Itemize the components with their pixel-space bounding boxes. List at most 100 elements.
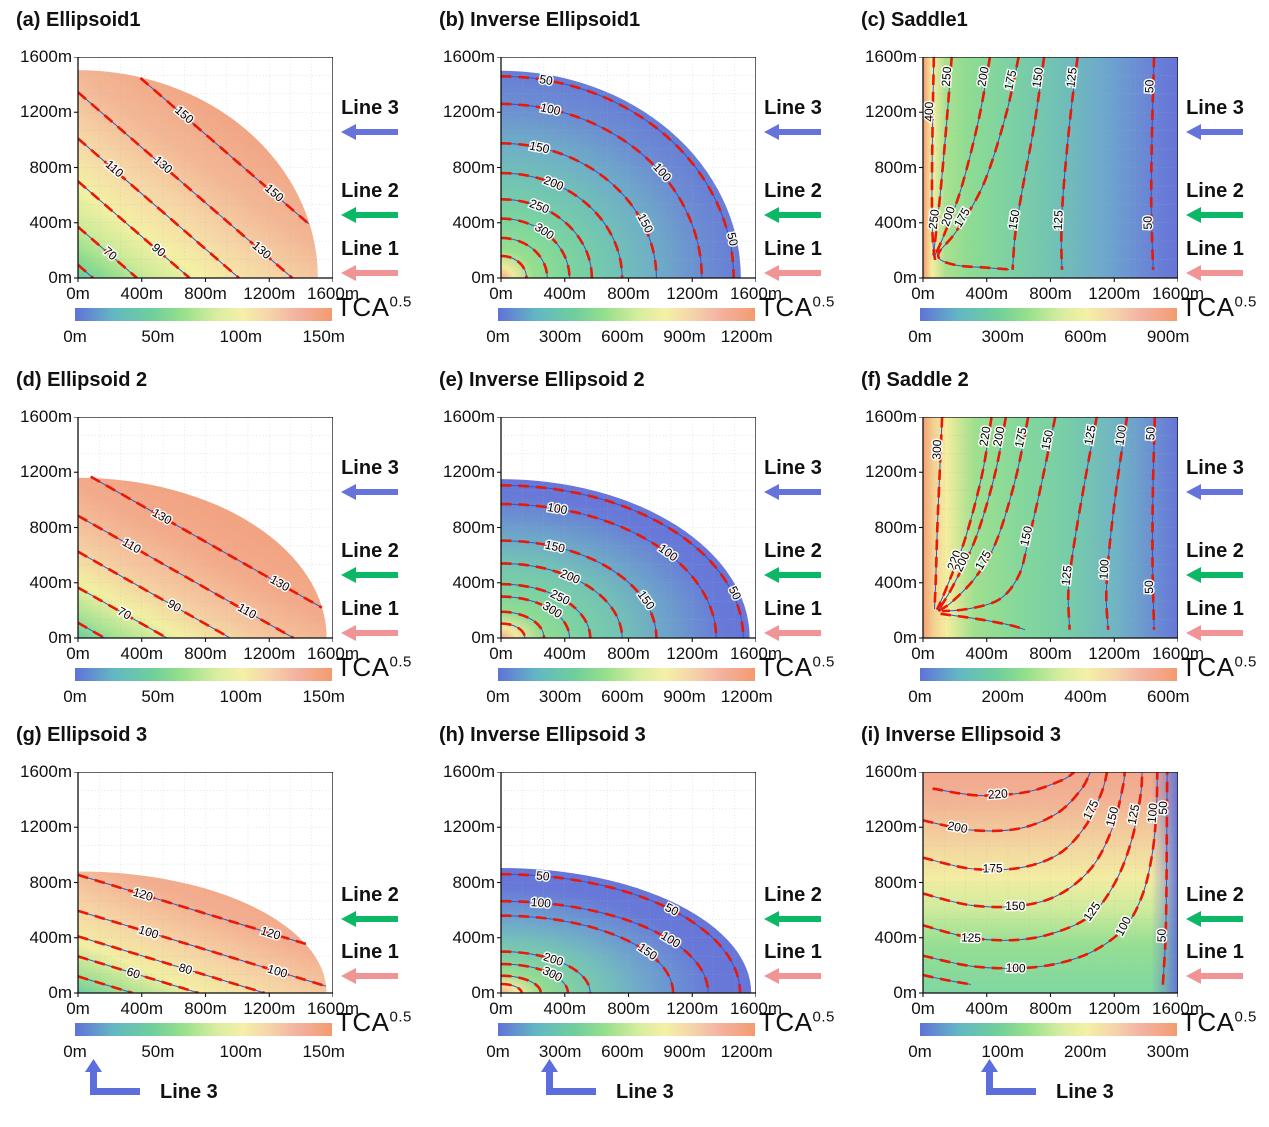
colorbar-tick-label: 100m: [219, 327, 263, 346]
contour-line-dashed: [501, 595, 571, 638]
line3-label: Line 3: [341, 97, 399, 119]
contour-label: 125: [1125, 803, 1143, 826]
contour-label: 100: [137, 922, 161, 941]
line2-label: Line 2: [341, 884, 399, 906]
y-tick-label: 400m: [29, 212, 72, 232]
filled-region: [501, 479, 750, 638]
colorbar-tick-label: 0m: [486, 1042, 510, 1061]
colorbar-gradient: [920, 668, 1177, 681]
unit-text: TCA: [759, 292, 813, 322]
x-tick-label: 800m: [1029, 284, 1072, 303]
colorbar-tick-label: 900m: [663, 1042, 706, 1061]
grid-lines: [923, 417, 1178, 638]
plot-border: [77, 57, 333, 279]
line2-label: Line 2: [341, 540, 399, 562]
y-tick-label: 0m: [893, 983, 917, 1002]
line1-label: Line 1: [764, 941, 822, 963]
contour-label: 50: [1155, 928, 1169, 942]
y-tick-label: 1600m: [865, 762, 917, 781]
colorbar-tick-label: 600m: [601, 687, 644, 706]
y-tick-label: 1200m: [20, 102, 72, 122]
contour-line-solid: [78, 587, 168, 638]
contour-label: 50: [1156, 801, 1170, 815]
contour-line-dashed: [78, 137, 240, 278]
unit-text: TCA: [336, 652, 390, 682]
contour-line-dashed: [78, 909, 327, 988]
contour-label: 150: [1029, 66, 1046, 88]
x-tick-label: 0m: [489, 284, 513, 303]
x-tick-label: 400m: [120, 999, 164, 1018]
contour-label: 50: [724, 231, 741, 248]
unit-exponent: 0.5: [389, 653, 412, 671]
filled-region: [78, 477, 327, 638]
colorbar-tick-label: 0m: [63, 687, 87, 706]
contour-label: 50: [1142, 580, 1156, 594]
colorbar-tick-label: 200m: [1064, 1042, 1107, 1061]
line3-bottom-label: Line 3: [1056, 1081, 1114, 1103]
unit-text: TCA: [336, 1007, 390, 1037]
line1-arrow-icon: [1186, 625, 1243, 641]
contour-label: 80: [177, 960, 194, 977]
line1-arrow-icon: [341, 968, 398, 984]
colorbar-tick-label: 100m: [219, 1042, 263, 1061]
line3-up-arrow-icon: [981, 1059, 1036, 1095]
colorbar-tick-label: 0m: [908, 687, 932, 706]
x-tick-label: 1600m: [1152, 284, 1204, 303]
colorbar-tick-label: 50m: [141, 1042, 175, 1061]
axis-tick-marks: [919, 417, 1178, 642]
axis-tick-marks: [919, 772, 1178, 997]
y-tick-label: 800m: [452, 517, 495, 537]
line2-arrow-icon: [341, 567, 398, 583]
colorbar-tick-label: 900m: [1146, 327, 1190, 346]
contour-line-dashed: [501, 914, 675, 993]
x-tick-label: 1200m: [243, 644, 296, 663]
contour-line-dashed: [1104, 417, 1129, 630]
y-tick-label: 1200m: [443, 102, 495, 122]
contour-label: 50: [1142, 79, 1156, 93]
y-tick-label: 400m: [874, 927, 917, 947]
x-tick-label: 800m: [184, 644, 227, 663]
x-tick-label: 1200m: [1088, 644, 1141, 663]
contour-line-dashed: [1066, 417, 1098, 630]
colorbar-gradient: [75, 308, 332, 321]
contour-label: 400: [922, 101, 936, 122]
contour-panel-f: (f) Saddle 2 1600m 1200m 800m 400m 0m 300 220…: [845, 360, 1268, 720]
y-tick-label: 0m: [893, 628, 917, 647]
contour-field: 3002202202002001751751501501251251001005…: [923, 417, 1178, 638]
line2-label: Line 2: [764, 884, 822, 906]
contour-line-dashed: [501, 899, 710, 993]
unit-exponent: 0.5: [389, 1008, 412, 1026]
x-tick-label: 1200m: [666, 284, 719, 303]
contour-line-dashed: [501, 75, 735, 278]
contour-label: 300: [929, 439, 944, 460]
y-tick-label: 1600m: [443, 407, 495, 426]
contour-label: 220: [987, 786, 1008, 801]
contour-line-dashed: [78, 621, 106, 638]
colorbar-gradient: [920, 308, 1177, 321]
y-tick-label: 800m: [29, 872, 72, 892]
line2-arrow-icon: [1186, 567, 1243, 583]
line2-arrow-icon: [764, 567, 821, 583]
contour-line-dashed: [923, 772, 1109, 872]
contour-label: 50: [536, 868, 551, 883]
x-tick-label: 1200m: [243, 999, 296, 1018]
line3-arrow-icon: [341, 484, 398, 500]
contour-line-dashed: [923, 772, 1159, 970]
contour-label: 100: [1145, 802, 1161, 824]
unit-exponent: 0.5: [812, 653, 835, 671]
plot-border: [500, 57, 756, 279]
contour-line-dashed: [501, 502, 718, 638]
y-tick-label: 0m: [471, 628, 495, 647]
contour-line-dashed: [501, 197, 594, 278]
x-tick-label: 800m: [184, 284, 227, 303]
line2-arrow-icon: [341, 911, 398, 927]
contour-label: 125: [961, 930, 982, 945]
contour-label: 125: [1063, 66, 1079, 88]
y-tick-label: 400m: [452, 572, 495, 592]
x-tick-label: 1200m: [1088, 284, 1141, 303]
unit-exponent: 0.5: [1234, 653, 1257, 671]
line2-arrow-icon: [764, 911, 821, 927]
contour-line-dashed: [501, 171, 624, 278]
line2-arrow-icon: [1186, 911, 1243, 927]
